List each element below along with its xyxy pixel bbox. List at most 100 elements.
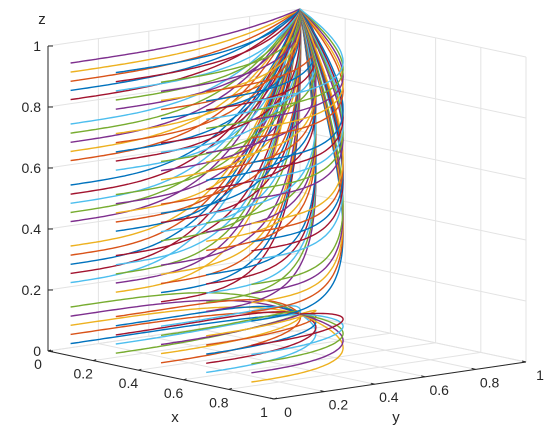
x-tick-label: 0.6 xyxy=(164,385,184,401)
y-tick-mark xyxy=(320,390,325,393)
x-tick-mark xyxy=(183,378,187,381)
series-curve xyxy=(251,8,344,313)
series-curve xyxy=(251,8,344,121)
series-curve xyxy=(115,8,301,171)
series-curve xyxy=(251,8,344,182)
series-curve xyxy=(115,8,301,214)
grid-line xyxy=(138,332,391,371)
x-tick-mark xyxy=(93,359,97,362)
z-tick-label: 0.8 xyxy=(22,99,42,115)
series-curve xyxy=(115,8,301,153)
series-curve xyxy=(251,8,344,304)
series-curve xyxy=(251,8,344,103)
series-curve xyxy=(70,8,301,153)
y-axis-line xyxy=(273,361,527,400)
series-curve xyxy=(251,8,344,286)
z-tick-label: 0.2 xyxy=(22,282,42,298)
z-tick-label: 0 xyxy=(33,343,41,359)
series-curve xyxy=(251,8,344,252)
series-curve xyxy=(251,8,344,173)
series-curve xyxy=(115,8,301,223)
series-curve xyxy=(70,8,301,92)
y-tick-mark xyxy=(269,397,275,400)
x-axis-label: x xyxy=(171,409,179,426)
y-tick-label: 1 xyxy=(536,367,544,383)
series-curve xyxy=(70,8,301,125)
grid-line xyxy=(299,252,527,302)
series-curve xyxy=(251,8,344,200)
grid-line xyxy=(199,328,426,378)
z-tick-label: 0.6 xyxy=(22,160,42,176)
series-curve xyxy=(160,8,302,153)
series-curve xyxy=(70,8,301,82)
series-curve xyxy=(251,8,344,234)
y-tick-mark xyxy=(521,360,527,363)
grid-line xyxy=(148,335,375,385)
series-curve xyxy=(70,8,301,204)
y-tick-mark xyxy=(421,375,426,378)
series-curve xyxy=(160,8,302,102)
series-curve xyxy=(160,8,302,205)
x-tick-label: 0 xyxy=(34,356,42,372)
y-tick-mark xyxy=(370,382,375,385)
y-tick-label: 0.6 xyxy=(429,382,449,398)
series-curve xyxy=(70,8,301,101)
z-tick-label: 1 xyxy=(33,38,41,54)
x-tick-label: 0.4 xyxy=(119,375,139,391)
series-curve xyxy=(115,8,301,101)
series-curve xyxy=(206,309,317,337)
grid-line xyxy=(98,343,325,393)
x-tick-label: 1 xyxy=(260,404,268,420)
series-curve xyxy=(251,313,344,356)
series-curve xyxy=(251,8,344,295)
grid-line xyxy=(228,351,481,390)
curve-series xyxy=(70,8,344,383)
series-curve xyxy=(206,313,317,364)
grid-line xyxy=(47,8,301,47)
series-curve xyxy=(160,8,302,144)
series-curve xyxy=(115,8,301,257)
series-curve xyxy=(251,312,344,347)
series-curve xyxy=(115,305,301,327)
y-tick-label: 0.2 xyxy=(329,397,349,413)
axis-lines xyxy=(47,45,527,400)
series-curve xyxy=(206,8,317,215)
y-axis-label: y xyxy=(392,409,400,426)
grid-line xyxy=(249,320,476,370)
series-curve xyxy=(115,311,301,336)
grid-line xyxy=(299,69,527,119)
series-curve xyxy=(115,8,301,74)
series-curve xyxy=(251,8,344,139)
x-tick-label: 0.2 xyxy=(73,366,93,382)
series-curve xyxy=(251,8,344,130)
z-tick-label: 0.4 xyxy=(22,221,42,237)
x-tick-mark xyxy=(228,387,232,390)
y-tick-mark xyxy=(471,367,476,370)
x-tick-mark xyxy=(138,368,142,371)
series-curve xyxy=(115,8,301,135)
series-curve xyxy=(160,8,302,111)
series-curve xyxy=(115,299,301,318)
series-curve xyxy=(251,8,344,112)
x-axis-line xyxy=(47,350,275,400)
series-curve xyxy=(115,8,301,293)
y-tick-label: 0 xyxy=(284,404,292,420)
z-axis-label: z xyxy=(38,11,46,28)
series-curve xyxy=(70,8,301,64)
series-curve xyxy=(251,8,344,164)
series-curve xyxy=(115,8,301,144)
series-curve xyxy=(160,8,302,92)
series-curve xyxy=(115,8,301,110)
y-tick-label: 0.8 xyxy=(480,374,500,390)
series-curve xyxy=(251,313,344,365)
series-curve xyxy=(251,313,344,383)
series-curve xyxy=(160,313,302,355)
x-tick-mark xyxy=(273,397,278,400)
grid-line xyxy=(299,8,527,58)
series-curve xyxy=(70,8,301,73)
x-tick-mark xyxy=(47,349,52,352)
series-curve xyxy=(160,313,302,364)
x-tick-label: 0.8 xyxy=(209,394,229,410)
